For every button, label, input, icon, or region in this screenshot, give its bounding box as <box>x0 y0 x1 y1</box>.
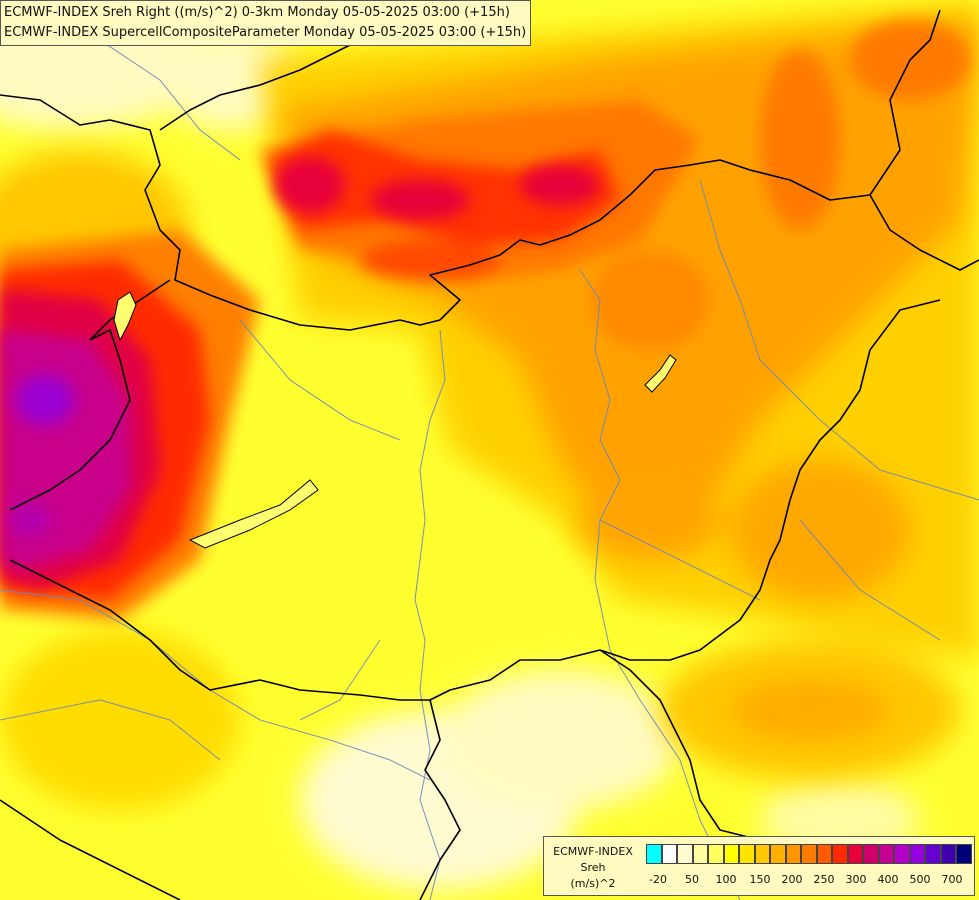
legend-swatch <box>661 844 677 864</box>
legend-swatch <box>677 844 693 864</box>
legend-tick-label: 200 <box>781 873 803 886</box>
legend-swatch <box>909 844 925 864</box>
legend-unit: (m/s)^2 <box>570 877 616 890</box>
legend-tick-label: 100 <box>715 873 737 886</box>
legend-tick-label: -20 <box>649 873 667 886</box>
legend-tick-label: 250 <box>813 873 835 886</box>
legend-swatch <box>832 844 848 864</box>
tisza-lake <box>644 354 677 393</box>
legend-tick-label: 400 <box>877 873 899 886</box>
legend-variable: Sreh <box>580 861 606 874</box>
legend-swatch <box>754 844 770 864</box>
legend-ticks: -20 50 100 150 200 250 300 400 500 700 <box>640 873 970 889</box>
neusiedl-lake <box>113 291 137 342</box>
legend-tick-label: 50 <box>685 873 699 886</box>
title-line-1: ECMWF-INDEX Sreh Right ((m/s)^2) 0-3km M… <box>4 5 510 20</box>
legend-swatch <box>723 844 739 864</box>
legend-swatch <box>863 844 879 864</box>
legend-swatch <box>925 844 941 864</box>
legend-tick-label: 300 <box>845 873 867 886</box>
legend-tick-label: 150 <box>749 873 771 886</box>
field-purple <box>10 375 75 535</box>
legend-swatch <box>785 844 801 864</box>
legend-swatch <box>878 844 894 864</box>
legend-title: ECMWF-INDEX <box>553 845 633 858</box>
legend-swatch <box>646 844 662 864</box>
legend-swatch <box>847 844 863 864</box>
legend-swatch <box>770 844 786 864</box>
lakes <box>113 291 677 549</box>
legend-swatch <box>816 844 832 864</box>
legend-tick-label: 700 <box>941 873 963 886</box>
legend-swatch <box>708 844 724 864</box>
legend-swatch <box>940 844 956 864</box>
legend-swatch <box>692 844 708 864</box>
legend-swatch <box>739 844 755 864</box>
legend-swatch <box>894 844 910 864</box>
rivers <box>0 39 979 900</box>
legend-tick-label: 500 <box>909 873 931 886</box>
legend-swatches <box>646 844 972 864</box>
balaton-lake <box>188 479 319 549</box>
color-legend: ECMWF-INDEX Sreh (m/s)^2 -20 50 100 150 200 2… <box>543 836 975 896</box>
legend-swatch <box>956 844 972 864</box>
legend-swatch <box>801 844 817 864</box>
title-line-2: ECMWF-INDEX SupercellCompositeParameter … <box>4 25 527 40</box>
map-title: ECMWF-INDEX Sreh Right ((m/s)^2) 0-3km M… <box>0 0 532 46</box>
